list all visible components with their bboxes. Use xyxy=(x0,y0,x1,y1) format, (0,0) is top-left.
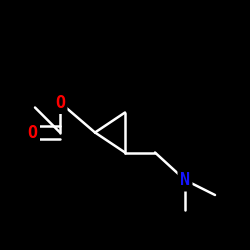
Text: O: O xyxy=(55,94,65,112)
Text: N: N xyxy=(180,171,190,189)
Text: O: O xyxy=(28,124,38,142)
